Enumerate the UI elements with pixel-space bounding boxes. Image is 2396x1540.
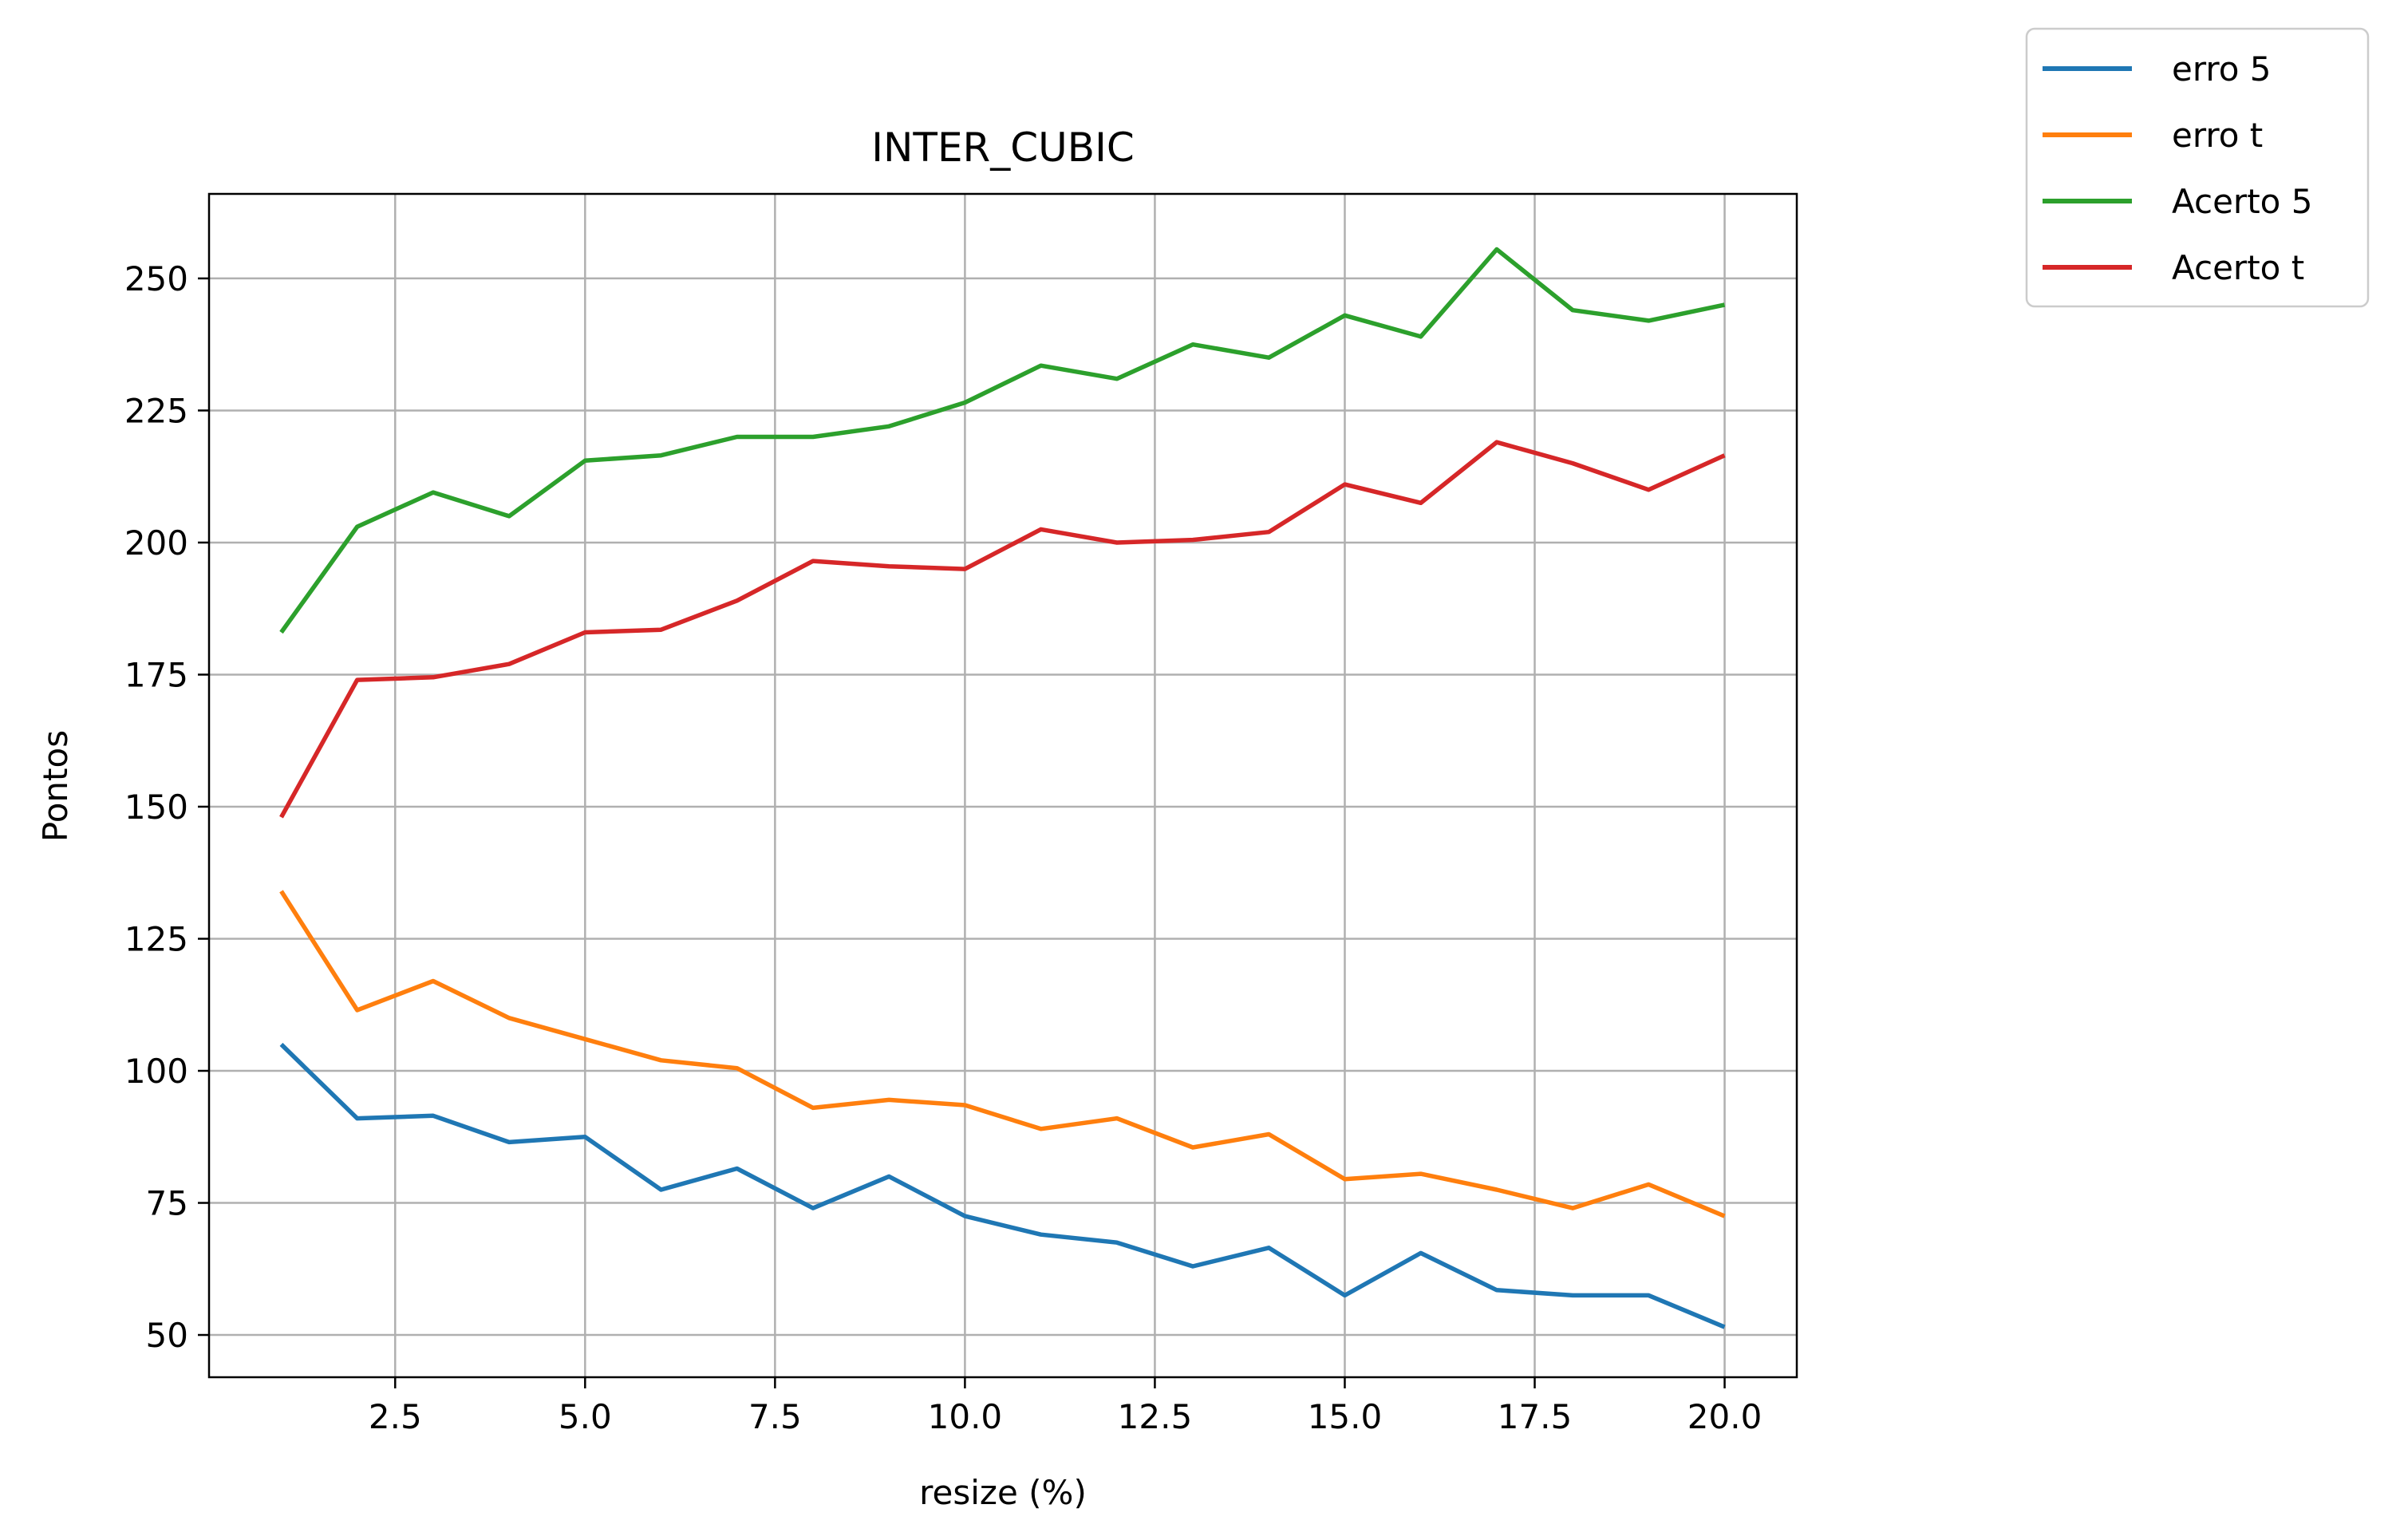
- x-tick-label: 2.5: [369, 1397, 422, 1436]
- series-line-erro-t: [279, 890, 1726, 1218]
- y-axis-label: Pontos: [36, 730, 75, 842]
- legend-label-acerto-5: Acerto 5: [2172, 182, 2312, 221]
- legend-label-erro-5: erro 5: [2172, 49, 2271, 89]
- x-tick-label: 12.5: [1118, 1397, 1193, 1436]
- x-tick-label: 17.5: [1498, 1397, 1573, 1436]
- series-line-acerto-t: [279, 440, 1726, 819]
- x-tick-label: 5.0: [559, 1397, 612, 1436]
- series-line-erro-5: [279, 1042, 1726, 1329]
- series-lines: [279, 247, 1726, 1329]
- x-tick-label: 10.0: [928, 1397, 1003, 1436]
- plot-frame: [207, 192, 1798, 1379]
- y-tick-label: 75: [146, 1184, 188, 1223]
- series-line-acerto-5: [279, 247, 1726, 634]
- legend-label-erro-t: erro t: [2172, 116, 2263, 155]
- y-tick-label: 125: [124, 919, 188, 958]
- y-tick-label: 150: [124, 788, 188, 827]
- y-tick-label: 175: [124, 655, 188, 694]
- y-tick-label: 100: [124, 1052, 188, 1091]
- x-tick-label: 7.5: [748, 1397, 802, 1436]
- legend-box: [2025, 27, 2370, 308]
- y-tick-label: 50: [146, 1316, 188, 1355]
- grid: [209, 194, 1797, 1377]
- axis-ticks: 2.5 5.0 7.5 10.0 12.5 15.0 17.5 20.0 50 75 100 125 1…: [124, 259, 1762, 1436]
- x-axis-label: resize (%): [919, 1473, 1087, 1512]
- x-tick-label: 15.0: [1308, 1397, 1383, 1436]
- chart-title: INTER_CUBIC: [871, 124, 1135, 171]
- legend-label-acerto-t: Acerto t: [2172, 248, 2304, 287]
- y-tick-label: 250: [124, 259, 188, 298]
- legend: erro 5 erro t Acerto 5 Acerto t: [2025, 27, 2370, 308]
- x-tick-label: 20.0: [1687, 1397, 1762, 1436]
- y-tick-label: 225: [124, 391, 188, 430]
- y-tick-label: 200: [124, 523, 188, 563]
